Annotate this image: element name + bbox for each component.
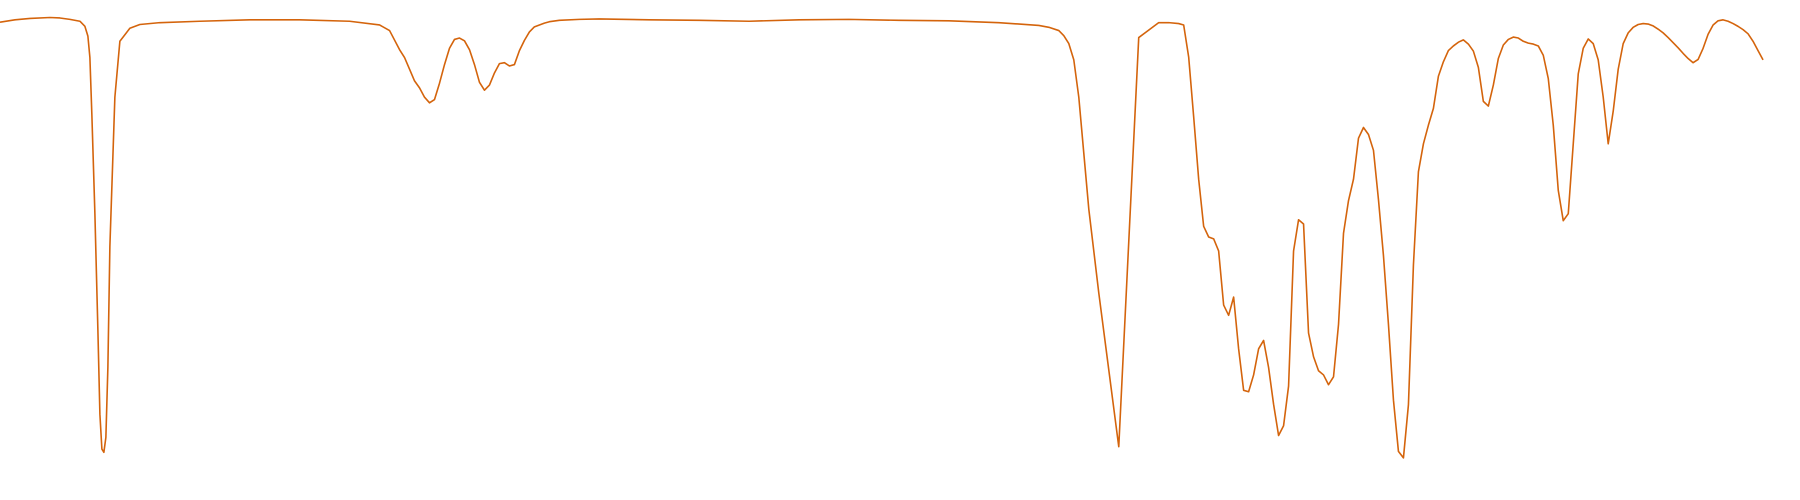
spectrum-series-line-0: [0, 16, 1764, 459]
